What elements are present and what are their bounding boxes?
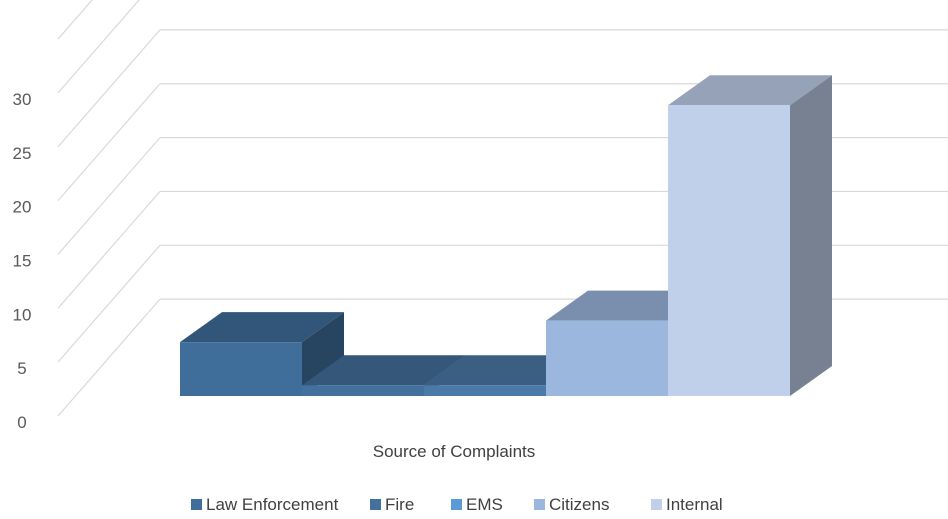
legend-item-fire: Fire [370, 495, 414, 514]
legend-label: Citizens [549, 495, 609, 514]
bar-front [424, 385, 546, 396]
x-axis-label: Source of Complaints [373, 442, 536, 461]
legend-swatch [191, 499, 202, 510]
bar-front [302, 385, 424, 396]
legend-label: Fire [385, 495, 414, 514]
gridline-slant [57, 137, 161, 255]
gridline-slant [57, 83, 161, 201]
gridline-slant [57, 0, 93, 40]
y-tick-label: 20 [13, 198, 32, 217]
bar-internal [668, 75, 832, 397]
legend-swatch [370, 499, 381, 510]
legend-label: Internal [666, 495, 723, 514]
bar-law-enforcement [180, 312, 344, 396]
bar-side [302, 312, 344, 396]
bar-top [302, 355, 466, 386]
bar-side [790, 75, 832, 397]
gridline-slant [57, 191, 161, 309]
legend-item-law-enforcement: Law Enforcement [191, 495, 339, 514]
bars [180, 75, 832, 397]
gridline-slant [57, 29, 161, 148]
legend-label: EMS [466, 495, 503, 514]
y-tick-label: 30 [13, 90, 32, 109]
legend-swatch [451, 499, 462, 510]
legend-item-internal: Internal [651, 495, 723, 514]
y-axis-ticks: 0 5 10 15 20 25 30 [13, 90, 32, 432]
legend-item-ems: EMS [451, 495, 503, 514]
legend: Law Enforcement Fire EMS Citizens Internal [191, 495, 723, 514]
y-tick-label: 5 [17, 359, 26, 378]
y-tick-label: 15 [13, 251, 32, 270]
y-tick-label: 0 [17, 413, 26, 432]
gridline-slant [57, 298, 161, 417]
bar-front [668, 105, 790, 397]
y-tick-label: 25 [13, 144, 32, 163]
legend-label: Law Enforcement [206, 495, 339, 514]
bar-front [180, 342, 302, 396]
legend-swatch [651, 499, 662, 510]
bar-top [180, 312, 344, 343]
bar-front [546, 320, 668, 396]
bar-top [668, 75, 832, 106]
legend-item-citizens: Citizens [534, 495, 609, 514]
gridline-slant [57, 0, 140, 94]
legend-swatch [534, 499, 545, 510]
y-tick-label: 10 [13, 305, 32, 324]
gridline-slant [57, 244, 161, 363]
